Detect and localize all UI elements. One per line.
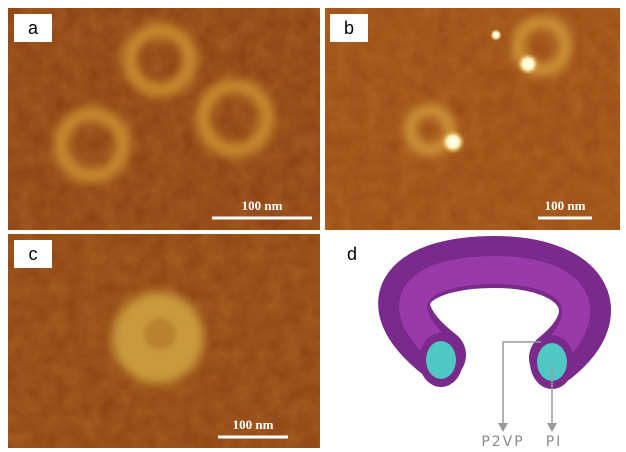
panel-label: d <box>347 244 357 264</box>
figure: a 100 nm b 100 nm c 100 nm d <box>0 0 626 452</box>
scale-text: 100 nm <box>233 417 274 432</box>
afm-image-c <box>8 234 320 448</box>
afm-image-a <box>8 8 320 230</box>
arrow-heads <box>498 423 557 432</box>
panel-label: b <box>344 18 354 38</box>
scale-text: 100 nm <box>545 198 586 213</box>
panel-label: a <box>28 18 39 38</box>
afm-image-b <box>325 8 620 230</box>
torus-schematic <box>404 262 585 389</box>
scale-text: 100 nm <box>242 198 283 213</box>
legend-label: PI <box>546 434 563 450</box>
legend-label: P2VP <box>481 434 524 450</box>
panel-label: c <box>29 244 38 264</box>
